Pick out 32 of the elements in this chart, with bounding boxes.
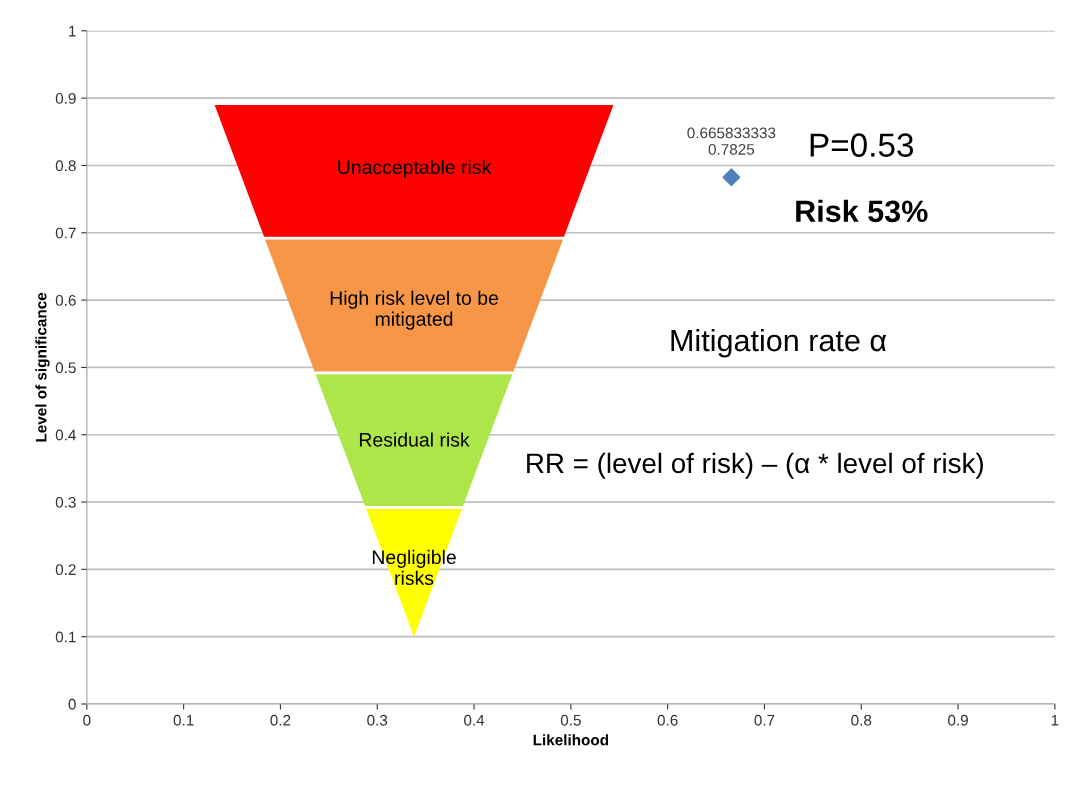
y-tick-label: 0.6 [55, 294, 76, 306]
y-tick-label: 0.5 [55, 362, 76, 374]
x-tick-label: 0.3 [367, 714, 388, 726]
x-tick-label: 0.1 [173, 714, 194, 726]
y-tick-label: 0.8 [55, 160, 76, 172]
y-tick-label: 1 [69, 25, 76, 37]
y-tick-label: 0.7 [55, 227, 76, 239]
annotation: Mitigation rate α [671, 328, 887, 358]
annotation: RR = (level of risk) – (α * level of risk) [527, 452, 983, 479]
y-tick-label: 0.2 [55, 564, 76, 576]
y-tick-label: 0.4 [55, 429, 76, 441]
x-tick-label: 0.2 [270, 714, 291, 726]
annotation: Risk 53% [796, 199, 928, 223]
x-tick-label: 0 [83, 714, 91, 726]
x-tick-label: 0.5 [560, 714, 581, 726]
annotation: P=0.53 [810, 133, 914, 157]
annotation: High risk level to be mitigated [330, 290, 498, 330]
y-tick-label: 0.3 [55, 496, 76, 508]
data-label: 0.665833333 0.7825 [687, 127, 776, 155]
x-tick-label: 0.9 [948, 714, 968, 726]
y-axis-title: Level of significance [35, 292, 50, 442]
x-tick-label: 0.6 [657, 714, 678, 726]
x-axis-title: Likelihood [533, 734, 609, 746]
annotation: Unacceptable risk [338, 159, 492, 178]
x-tick-label: 0.7 [754, 714, 775, 726]
y-tick-label: 0 [68, 698, 76, 710]
annotation: Residual risk [359, 432, 470, 447]
y-tick-label: 0.1 [55, 631, 76, 643]
x-tick-label: 1 [1051, 714, 1059, 726]
x-tick-label: 0.4 [464, 714, 485, 726]
y-tick-label: 0.9 [55, 93, 76, 104]
x-tick-label: 0.8 [851, 714, 872, 726]
